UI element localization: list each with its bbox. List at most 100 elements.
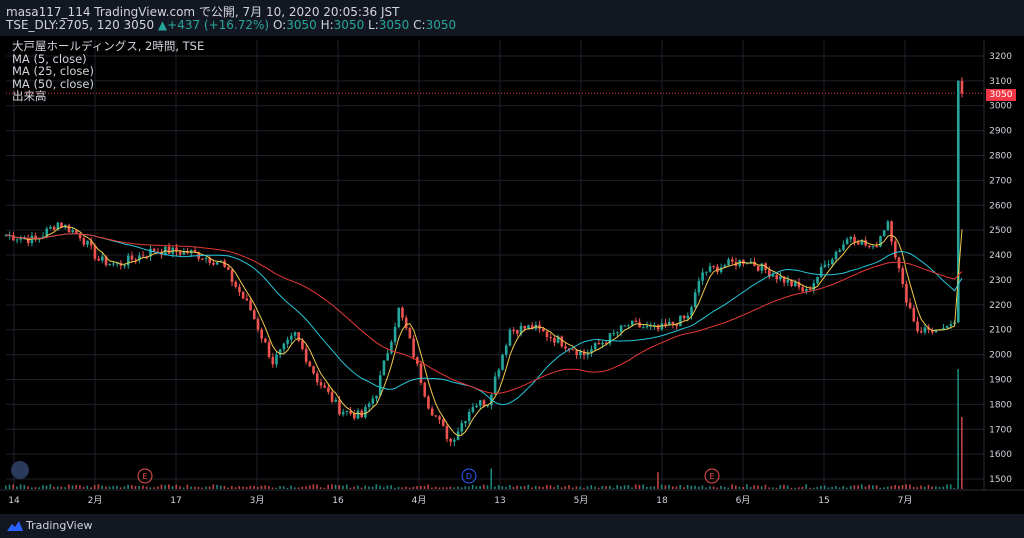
- volume-bar: [86, 485, 89, 489]
- y-tick-label: 1500: [989, 475, 1012, 485]
- candle-body: [193, 249, 197, 253]
- x-tick-label: 4月: [412, 495, 427, 506]
- x-tick-label: 18: [656, 496, 668, 506]
- candle-body: [723, 265, 727, 268]
- candle-body: [960, 80, 964, 94]
- candle-body: [152, 248, 156, 252]
- volume-bar: [190, 486, 192, 489]
- volume-bar: [371, 486, 374, 489]
- ma50-line: [6, 233, 963, 394]
- candle-body: [297, 332, 301, 341]
- volume-bar: [668, 484, 670, 489]
- candle-body: [397, 307, 401, 327]
- volume-bar: [471, 484, 474, 489]
- candle-body: [834, 251, 838, 260]
- volume-bar: [731, 484, 733, 489]
- candle-body: [41, 236, 45, 239]
- volume-bar: [127, 484, 129, 489]
- volume-bar: [542, 486, 544, 489]
- candle-body: [82, 238, 86, 245]
- candle-body: [364, 406, 367, 418]
- candle-body: [805, 289, 808, 292]
- candle-body: [882, 230, 886, 237]
- volume-bar: [457, 486, 459, 489]
- candle-body: [856, 242, 860, 245]
- candle-body: [393, 326, 397, 342]
- volume-bar: [812, 487, 815, 489]
- volume-bar: [79, 485, 81, 489]
- volume-bar: [197, 486, 200, 489]
- candle-body: [912, 308, 916, 322]
- event-marker: [137, 468, 153, 484]
- volume-bar: [116, 485, 118, 489]
- tradingview-brand[interactable]: TradingView: [26, 519, 93, 532]
- volume-bar: [401, 487, 404, 489]
- candle-body: [123, 265, 126, 267]
- volume-bar: [568, 485, 570, 489]
- volume-bar: [160, 484, 163, 489]
- x-tick-label: 3月: [250, 495, 265, 506]
- candle-body: [849, 236, 853, 240]
- candle-body: [582, 351, 586, 356]
- volume-bar: [816, 486, 819, 489]
- volume-bar: [475, 486, 478, 489]
- candle-body: [619, 325, 623, 333]
- candle-body: [34, 235, 37, 240]
- chart-legend: 大戸屋ホールディングス, 2時間, TSE MA (5, close) MA (…: [12, 40, 204, 103]
- candle-body: [786, 279, 790, 283]
- price-chart[interactable]: 14 2月 17 3月 16 4月 13 5月 18 6月 15 7月 3200 3100 3000 2900…: [0, 36, 1024, 514]
- y-tick-label: 1900: [989, 375, 1012, 385]
- volume-bar: [105, 486, 107, 489]
- volume-bar: [30, 487, 33, 489]
- y-tick-label: 2600: [989, 201, 1012, 211]
- volume-bar: [375, 484, 378, 489]
- volume-bar: [864, 486, 867, 489]
- candle-body: [868, 245, 871, 248]
- volume-bar: [53, 486, 55, 489]
- volume-bar: [753, 485, 756, 489]
- volume-bar: [886, 486, 889, 489]
- volume-bar: [186, 484, 189, 489]
- publish-info: masa117_114 TradingView.com で公開, 7月 10, …: [6, 5, 400, 19]
- candle-body: [653, 324, 656, 326]
- volume-bar: [231, 486, 233, 489]
- open-label: O:: [272, 18, 287, 32]
- candle-body: [249, 300, 252, 311]
- volume-bar: [212, 484, 215, 489]
- candle-body: [45, 228, 49, 237]
- volume-bar: [734, 485, 737, 489]
- candle-body: [126, 255, 130, 266]
- volume-bar: [442, 487, 444, 489]
- volume-bar: [171, 486, 174, 489]
- volume-bar: [720, 485, 722, 489]
- y-tick-label: 2400: [989, 251, 1012, 261]
- candle-body: [290, 335, 293, 340]
- volume-bar: [809, 487, 811, 489]
- volume-bar: [723, 486, 726, 489]
- candle-body: [656, 324, 660, 330]
- candle-body: [97, 258, 100, 261]
- volume-bar: [145, 486, 148, 489]
- x-tick-label: 7月: [898, 495, 913, 506]
- candle-body: [356, 410, 360, 419]
- volume-bar: [16, 486, 18, 489]
- volume-bar: [564, 486, 567, 489]
- volume-bar: [627, 485, 630, 489]
- volume-bar: [386, 485, 389, 489]
- candle-body: [178, 251, 182, 255]
- candle-body: [427, 396, 430, 409]
- volume-bar: [38, 487, 40, 489]
- candle-body: [67, 225, 71, 233]
- candle-body: [642, 327, 645, 329]
- y-tick-label: 3100: [989, 77, 1012, 87]
- volume-bar: [219, 485, 222, 489]
- candle-body: [697, 280, 701, 293]
- candle-body: [845, 239, 849, 245]
- candle-body: [508, 329, 512, 346]
- y-tick-label: 2100: [989, 326, 1012, 336]
- volume-bar: [208, 486, 211, 489]
- volume-bar: [631, 487, 633, 489]
- volume-bar: [671, 486, 674, 489]
- volume-bar: [686, 484, 689, 489]
- candle-body: [716, 266, 719, 272]
